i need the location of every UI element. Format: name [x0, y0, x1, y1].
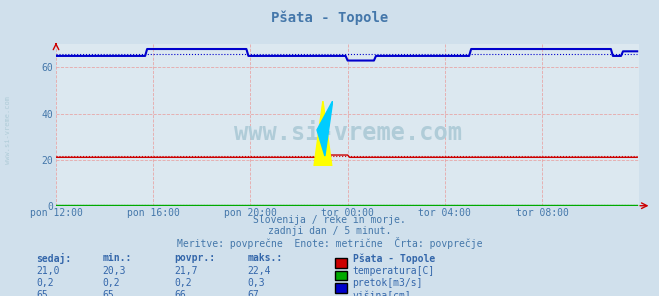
- Text: Slovenija / reke in morje.: Slovenija / reke in morje.: [253, 215, 406, 226]
- Polygon shape: [317, 101, 333, 156]
- Text: Meritve: povprečne  Enote: metrične  Črta: povprečje: Meritve: povprečne Enote: metrične Črta:…: [177, 237, 482, 250]
- Text: Pšata - Topole: Pšata - Topole: [353, 253, 435, 263]
- Text: pretok[m3/s]: pretok[m3/s]: [353, 278, 423, 288]
- Text: 21,7: 21,7: [175, 266, 198, 276]
- Text: 0,3: 0,3: [247, 278, 265, 288]
- Text: sedaj:: sedaj:: [36, 253, 71, 264]
- Text: min.:: min.:: [102, 253, 132, 263]
- Text: 20,3: 20,3: [102, 266, 126, 276]
- Text: zadnji dan / 5 minut.: zadnji dan / 5 minut.: [268, 226, 391, 237]
- Text: temperatura[C]: temperatura[C]: [353, 266, 435, 276]
- Text: 66: 66: [175, 290, 186, 296]
- Polygon shape: [314, 101, 332, 166]
- Text: 67: 67: [247, 290, 259, 296]
- Text: Pšata - Topole: Pšata - Topole: [271, 10, 388, 25]
- Text: www.si-vreme.com: www.si-vreme.com: [234, 121, 461, 145]
- Text: povpr.:: povpr.:: [175, 253, 215, 263]
- Text: maks.:: maks.:: [247, 253, 282, 263]
- Text: 21,0: 21,0: [36, 266, 60, 276]
- Text: 65: 65: [102, 290, 114, 296]
- Text: 65: 65: [36, 290, 48, 296]
- Text: višina[cm]: višina[cm]: [353, 290, 411, 296]
- Text: 0,2: 0,2: [102, 278, 120, 288]
- Text: 22,4: 22,4: [247, 266, 271, 276]
- Text: www.si-vreme.com: www.si-vreme.com: [5, 96, 11, 164]
- Text: 0,2: 0,2: [175, 278, 192, 288]
- Text: 0,2: 0,2: [36, 278, 54, 288]
